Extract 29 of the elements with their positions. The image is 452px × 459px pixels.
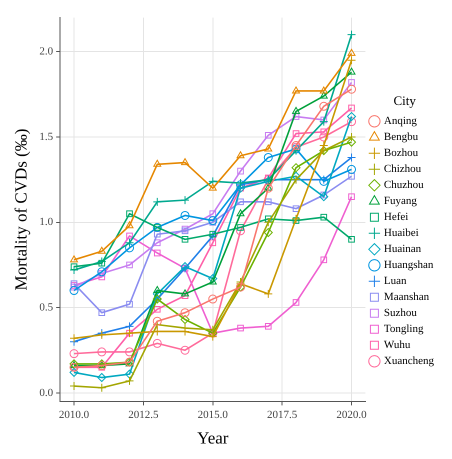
legend-label: Tongling <box>384 323 424 336</box>
x-tick-label: 2015.0 <box>198 408 228 421</box>
legend-label: Wuhu <box>384 339 411 352</box>
y-axis-title: Mortality of CVDs (‰) <box>12 128 31 290</box>
legend-label: Suzhou <box>384 307 418 320</box>
legend-label: Luan <box>384 275 408 288</box>
legend-label: Huangshan <box>384 259 434 272</box>
x-tick-label: 2020.0 <box>336 408 368 421</box>
legend-label: Hefei <box>384 211 408 224</box>
y-tick-label: 0.0 <box>39 386 54 399</box>
y-tick-label: 1.0 <box>39 216 54 228</box>
y-tick-label: 1.5 <box>39 130 54 143</box>
legend-label: Huainan <box>384 243 422 256</box>
legend-label: Bengbu <box>384 131 419 144</box>
legend-title: City <box>394 93 416 108</box>
legend-label: Chuzhou <box>384 179 424 192</box>
legend-label: Xuancheng <box>384 355 434 368</box>
x-tick-label: 2010.0 <box>58 408 90 421</box>
legend-label: Maanshan <box>384 291 430 304</box>
x-tick-label: 2017.5 <box>267 408 298 421</box>
legend-label: Bozhou <box>384 147 419 160</box>
legend-label: Huaibei <box>384 227 419 240</box>
legend-label: Anqing <box>384 115 418 128</box>
y-tick-label: 0.5 <box>39 301 54 314</box>
x-tick-label: 2012.5 <box>128 408 160 421</box>
legend-label: Chizhou <box>384 163 422 176</box>
x-axis-title: Year <box>197 428 229 448</box>
legend-label: Fuyang <box>384 195 418 208</box>
y-tick-label: 2.0 <box>39 46 54 58</box>
